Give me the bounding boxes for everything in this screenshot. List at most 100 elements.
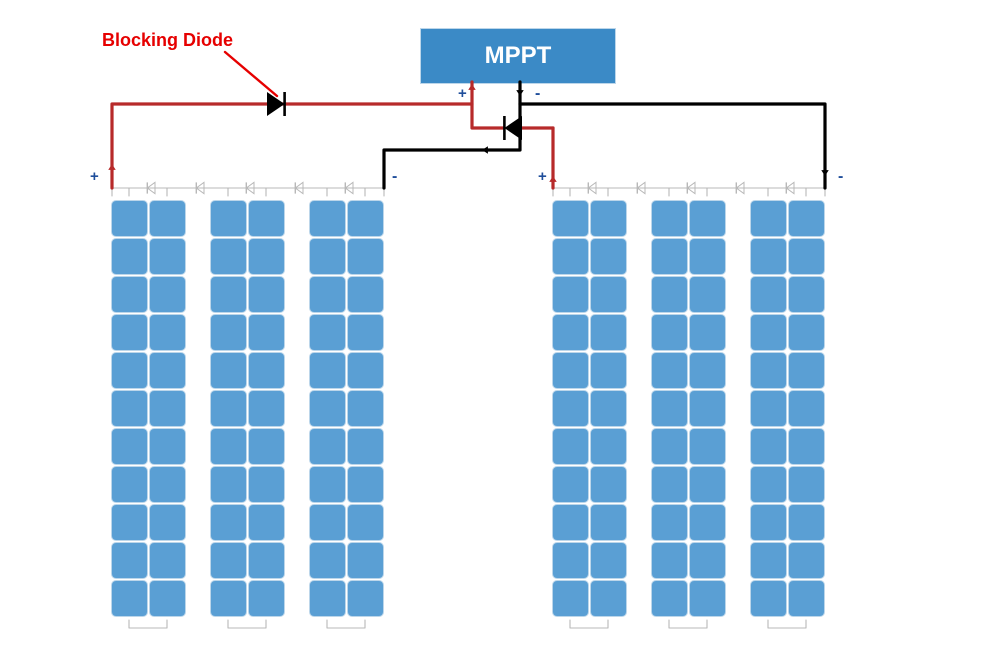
mppt-plus-label: + bbox=[458, 85, 467, 102]
solar-cell bbox=[750, 466, 787, 503]
solar-cell bbox=[149, 314, 186, 351]
solar-cell bbox=[111, 390, 148, 427]
solar-cell bbox=[750, 352, 787, 389]
solar-cell bbox=[347, 390, 384, 427]
solar-cell bbox=[309, 542, 346, 579]
solar-cell bbox=[248, 428, 285, 465]
solar-cell bbox=[309, 314, 346, 351]
solar-cell bbox=[552, 352, 589, 389]
mppt-minus-label: - bbox=[535, 85, 540, 103]
solar-cell bbox=[111, 580, 148, 617]
solar-cell bbox=[309, 466, 346, 503]
solar-cell bbox=[651, 580, 688, 617]
solar-cell bbox=[309, 200, 346, 237]
solar-cell bbox=[750, 314, 787, 351]
solar-cell bbox=[149, 200, 186, 237]
solar-cell bbox=[788, 390, 825, 427]
solar-cell bbox=[111, 466, 148, 503]
solar-cell bbox=[210, 428, 247, 465]
solar-cell bbox=[552, 238, 589, 275]
solar-cell bbox=[651, 466, 688, 503]
solar-cell bbox=[248, 542, 285, 579]
solar-cell bbox=[347, 238, 384, 275]
solar-cell bbox=[248, 238, 285, 275]
solar-cell bbox=[788, 276, 825, 313]
solar-cell bbox=[248, 314, 285, 351]
solar-cell bbox=[750, 542, 787, 579]
solar-cell bbox=[552, 200, 589, 237]
solar-cell bbox=[111, 352, 148, 389]
solar-cell bbox=[248, 352, 285, 389]
mppt-label: MPPT bbox=[485, 42, 552, 70]
solar-cell bbox=[651, 276, 688, 313]
solar-cell bbox=[111, 276, 148, 313]
solar-cell bbox=[750, 504, 787, 541]
solar-cell bbox=[689, 390, 726, 427]
solar-cell bbox=[552, 542, 589, 579]
solar-cell bbox=[552, 466, 589, 503]
solar-cell bbox=[210, 276, 247, 313]
solar-cell bbox=[788, 466, 825, 503]
solar-cell bbox=[788, 428, 825, 465]
solar-cell bbox=[309, 390, 346, 427]
solar-cell bbox=[111, 238, 148, 275]
solar-cell bbox=[111, 542, 148, 579]
solar-cell bbox=[149, 542, 186, 579]
solar-cell bbox=[788, 580, 825, 617]
solar-cell bbox=[689, 580, 726, 617]
solar-cell bbox=[111, 314, 148, 351]
solar-cell bbox=[788, 314, 825, 351]
solar-cell bbox=[651, 314, 688, 351]
solar-cell bbox=[590, 200, 627, 237]
solar-cell bbox=[750, 428, 787, 465]
solar-cell bbox=[750, 390, 787, 427]
solar-cell bbox=[788, 504, 825, 541]
solar-cell bbox=[248, 276, 285, 313]
solar-cell bbox=[347, 276, 384, 313]
solar-cell bbox=[750, 276, 787, 313]
solar-cell bbox=[590, 580, 627, 617]
solar-cell bbox=[149, 428, 186, 465]
solar-cell bbox=[248, 466, 285, 503]
solar-cell bbox=[750, 580, 787, 617]
solar-cell bbox=[210, 504, 247, 541]
solar-cell bbox=[248, 504, 285, 541]
solar-cell bbox=[210, 390, 247, 427]
string1-minus-label: - bbox=[392, 168, 397, 186]
solar-cell bbox=[590, 428, 627, 465]
solar-cell bbox=[309, 352, 346, 389]
solar-cell bbox=[210, 466, 247, 503]
solar-cell bbox=[689, 200, 726, 237]
solar-cell bbox=[347, 352, 384, 389]
solar-cell bbox=[750, 238, 787, 275]
solar-cell bbox=[552, 428, 589, 465]
solar-cell bbox=[788, 238, 825, 275]
solar-cell bbox=[750, 200, 787, 237]
solar-cell bbox=[552, 390, 589, 427]
solar-cell bbox=[651, 504, 688, 541]
solar-cell bbox=[689, 352, 726, 389]
solar-cell bbox=[590, 390, 627, 427]
solar-cell bbox=[651, 238, 688, 275]
mppt-box: MPPT bbox=[420, 28, 616, 84]
solar-cell bbox=[347, 504, 384, 541]
solar-cell bbox=[149, 504, 186, 541]
solar-cell bbox=[689, 314, 726, 351]
solar-cell bbox=[590, 466, 627, 503]
solar-cell bbox=[149, 276, 186, 313]
solar-cell bbox=[111, 428, 148, 465]
solar-cell bbox=[309, 504, 346, 541]
string1-plus-label: + bbox=[90, 168, 99, 185]
solar-cell bbox=[689, 504, 726, 541]
solar-cell bbox=[149, 466, 186, 503]
diagram-stage: MPPT Blocking Diode + - + - + - bbox=[0, 0, 1000, 650]
solar-cell bbox=[149, 390, 186, 427]
solar-cell bbox=[689, 542, 726, 579]
solar-cell bbox=[210, 314, 247, 351]
solar-cell bbox=[788, 352, 825, 389]
solar-cell bbox=[347, 580, 384, 617]
solar-cell bbox=[111, 504, 148, 541]
solar-cell bbox=[552, 276, 589, 313]
solar-cell bbox=[309, 580, 346, 617]
solar-cell bbox=[590, 238, 627, 275]
